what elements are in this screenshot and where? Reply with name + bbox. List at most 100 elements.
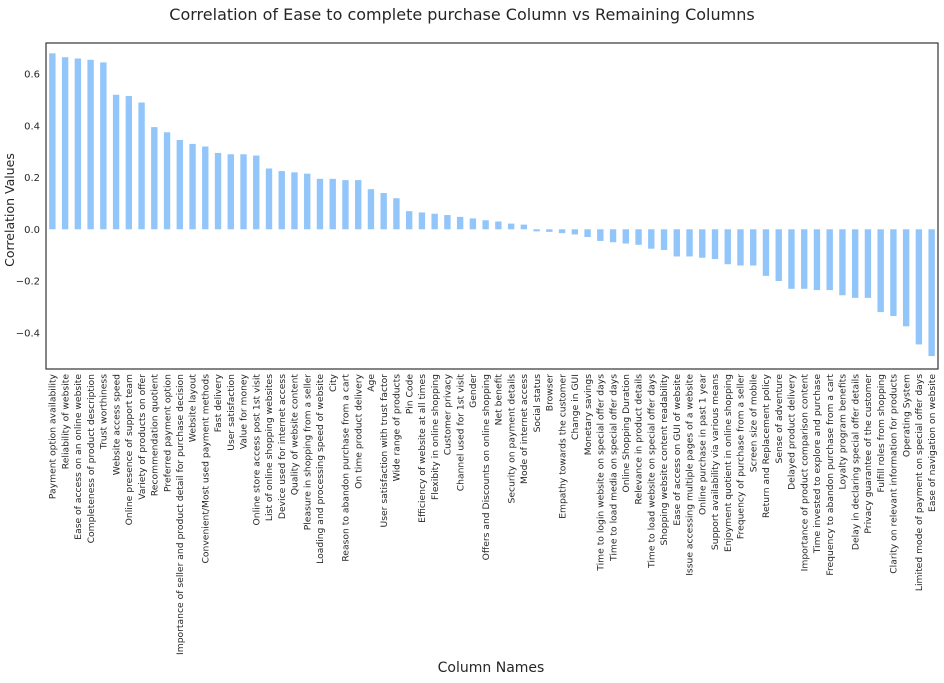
bar [533,229,540,232]
bar [571,229,579,235]
chart-title: Correlation of Ease to complete purchase… [169,5,754,24]
x-tick-label: List of online shopping websites [264,374,275,521]
x-tick-label: Trust worthiness [99,374,110,450]
y-tick-label: 0.2 [24,173,40,184]
x-tick-label: Loyalty program benefits [838,374,849,490]
x-tick-label: Online Shopping Duration [621,374,632,493]
bar [125,96,133,230]
bar [151,127,158,230]
bar [877,229,884,313]
x-tick-label: Net benefit [494,374,505,426]
x-tick-label: User satisfaction with trust factor [379,374,390,528]
x-tick-label: Loading and processing speed of website [315,374,326,564]
bar [482,220,489,230]
x-tick-label: Reason to abandon purchase from a cart [341,374,352,562]
x-tick-label: Wide range of products [392,374,403,482]
bar [329,178,336,230]
x-tick-label: Issue accessing multiple pages of a webs… [685,374,696,576]
x-tick-label: Pleasure in shopping from a seller [302,374,313,530]
x-tick-label: Age [366,374,377,392]
y-tick-label: −0.2 [16,277,40,288]
x-tick-label: Delayed product delivery [787,373,798,489]
bar [813,229,821,291]
bar [660,229,668,250]
y-tick-label: 0.4 [24,121,40,132]
bar [291,172,298,230]
bar [622,229,629,244]
bar [686,229,693,257]
bar [74,58,82,230]
y-tick-label: 0.0 [24,225,40,236]
x-tick-label: Change in GUI [570,374,581,440]
bar [635,229,642,245]
x-tick-label: Customer privacy [443,373,454,455]
bar [737,229,744,266]
x-tick-label: Relevance in product details [634,374,645,505]
x-tick-label: Empathy towards the customer [557,374,568,519]
x-tick-label: Clarity on relevant information for prod… [889,374,900,574]
x-tick-label: Time to load media on special offer days [608,374,619,562]
x-tick-label: Frequency to abandon purchase from a car… [825,374,836,576]
x-tick-label: Importance of seller and product detail … [175,374,186,655]
x-tick-label: Shopping website content readability [659,373,670,545]
x-tick-label: Value for money [239,373,250,449]
x-tick-label: Limited mode of payment on special offer… [914,374,925,591]
bar [367,189,375,230]
bar [750,229,757,266]
x-axis-label: Column Names [438,660,545,676]
x-tick-label: Quality of website content [290,374,301,496]
bar [444,215,451,230]
x-tick-label: Time to load website on special offer da… [646,374,657,569]
bar [431,213,438,230]
x-tick-label: Website layout [188,374,199,443]
bar [558,229,566,234]
x-tick-label: Time to login website on special offer d… [596,374,607,572]
bar [49,53,56,230]
x-tick-label: Preferred payment option [162,374,173,492]
plot-frame [45,42,939,370]
bar [801,229,808,289]
x-tick-label: Completeness of product description [86,374,97,544]
x-tick-label: Screen size of mobile [748,374,759,473]
bars [49,53,935,357]
bar [278,171,285,230]
bar [405,211,413,230]
x-tick-label: Efficiency of website at all times [417,374,428,523]
x-tick-label: Website access speed [111,374,122,475]
x-tick-label: Payment option availability [48,373,59,499]
bar [928,229,935,357]
bar [826,229,833,291]
bar [902,229,910,327]
x-tick-label: Mode of internet access [519,374,530,484]
bar [788,229,795,289]
bar [890,229,897,316]
x-tick-label: Ease of access on an online website [73,374,84,540]
x-tick-label: Offers and Discounts on online shopping [481,374,492,560]
bar [609,229,617,243]
bar [380,193,387,230]
x-tick-label: Ease of access on GUI of website [672,374,683,526]
x-tick-label: Fulfill roles from shopping [876,374,887,492]
x-tick-label: Ease of navigation on website [927,374,938,512]
x-tick-label: Online purchase in past 1 year [697,374,708,515]
bar [393,198,400,230]
x-tick-label: Flexibity in online shopping [430,374,441,500]
bar [214,152,222,230]
x-tick-label: Enjoyment quotient in online shopping [723,374,734,552]
bar [762,229,770,276]
y-axis-label: Correlation Values [2,153,17,267]
bar [673,229,680,257]
bar [265,168,273,230]
x-tick-label: Device used for internet access [277,374,288,519]
bar [355,180,362,230]
bar [456,216,464,230]
x-tick-label: Online store access post 1st visit [251,374,262,526]
x-tick-label: Social status [532,374,543,433]
x-tick-label: On time product delivery [353,373,364,488]
bar [775,229,782,282]
x-tick-label: Channel used for 1st visit [455,374,466,492]
x-tick-label: Frequency of purchase from a seller [736,374,747,539]
x-tick-label: City [328,373,339,392]
bar [699,229,706,258]
